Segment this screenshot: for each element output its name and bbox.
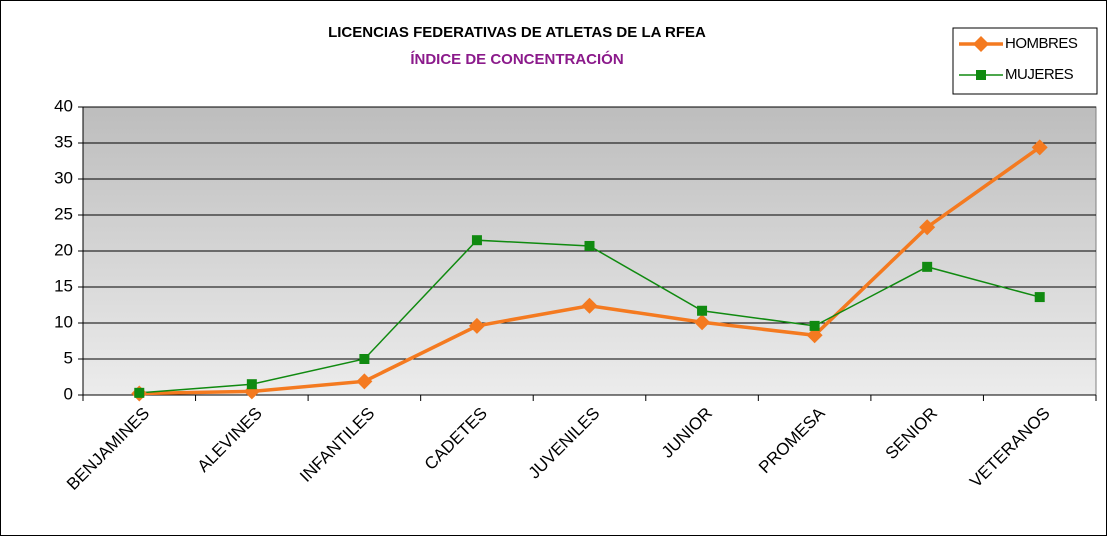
y-tick-label: 5 [64, 348, 73, 367]
chart-subtitle: ÍNDICE DE CONCENTRACIÓN [410, 50, 623, 68]
y-tick-label: 20 [54, 240, 73, 259]
legend-marker [976, 70, 986, 80]
data-point [134, 387, 145, 398]
chart-title: LICENCIAS FEDERATIVAS DE ATLETAS DE LA R… [328, 24, 706, 41]
data-point [919, 219, 936, 236]
data-point [1034, 292, 1045, 303]
y-tick-label: 10 [54, 312, 73, 331]
data-point [471, 235, 482, 246]
data-point [359, 354, 370, 364]
data-point [922, 261, 933, 272]
data-point [1031, 139, 1048, 156]
y-tick-label: 30 [54, 168, 73, 187]
legend-marker [973, 36, 989, 52]
y-tick-label: 25 [54, 204, 73, 223]
y-tick-label: 35 [54, 132, 73, 151]
data-point [356, 373, 373, 390]
y-tick-label: 15 [54, 276, 73, 295]
data-point [806, 327, 823, 344]
data-point [694, 314, 711, 331]
data-point [697, 305, 708, 316]
data-point [246, 379, 257, 390]
y-tick-label: 40 [54, 96, 73, 115]
data-point [581, 297, 598, 314]
data-point [584, 240, 595, 251]
y-tick-label: 0 [64, 384, 73, 403]
data-point [809, 320, 820, 331]
data-point [468, 317, 485, 334]
legend-label: HOMBRES [1005, 35, 1078, 52]
legend-box [952, 27, 1098, 95]
legend-label: MUJERES [1005, 66, 1074, 83]
